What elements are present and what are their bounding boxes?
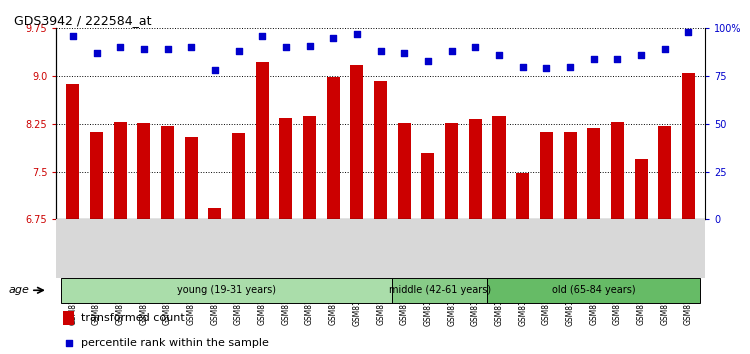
Text: percentile rank within the sample: percentile rank within the sample	[81, 338, 268, 348]
Point	[304, 43, 316, 48]
Point	[422, 58, 434, 64]
Point	[375, 48, 387, 54]
Point	[91, 50, 103, 56]
Bar	[398, 123, 411, 219]
Point	[611, 56, 623, 62]
Text: transformed count: transformed count	[81, 313, 184, 323]
Point	[540, 65, 552, 71]
Point	[470, 45, 482, 50]
Bar	[63, 312, 74, 325]
FancyBboxPatch shape	[488, 278, 700, 303]
Bar	[374, 81, 387, 219]
Point	[114, 45, 126, 50]
Point	[398, 50, 410, 56]
Bar	[209, 208, 221, 219]
Point	[138, 46, 150, 52]
Bar	[563, 132, 577, 219]
Text: age: age	[8, 285, 29, 295]
Bar	[611, 122, 624, 219]
Bar	[422, 153, 434, 219]
Point	[682, 29, 694, 35]
Text: GDS3942 / 222584_at: GDS3942 / 222584_at	[14, 14, 152, 27]
Bar	[469, 119, 482, 219]
Bar	[446, 123, 458, 219]
Bar	[350, 65, 364, 219]
Text: young (19-31 years): young (19-31 years)	[177, 285, 276, 295]
Point	[658, 46, 670, 52]
Bar	[161, 126, 174, 219]
Point	[446, 48, 458, 54]
Point	[67, 33, 79, 39]
Bar	[658, 126, 671, 219]
Bar	[90, 132, 103, 219]
Bar	[232, 133, 245, 219]
Point	[209, 68, 221, 73]
Point	[517, 64, 529, 69]
Point	[327, 35, 339, 41]
Point	[493, 52, 505, 58]
Point	[232, 48, 244, 54]
Bar	[516, 173, 530, 219]
Bar	[587, 129, 600, 219]
Point	[635, 52, 647, 58]
Bar	[256, 62, 268, 219]
Point	[351, 31, 363, 37]
Bar	[327, 77, 340, 219]
FancyBboxPatch shape	[392, 278, 488, 303]
Bar	[682, 73, 695, 219]
Bar	[280, 118, 292, 219]
Point	[564, 64, 576, 69]
Bar	[493, 116, 506, 219]
Bar	[184, 137, 198, 219]
Point	[588, 56, 600, 62]
Point	[280, 45, 292, 50]
FancyBboxPatch shape	[61, 278, 392, 303]
Bar	[114, 122, 127, 219]
Point	[62, 340, 74, 346]
Bar	[66, 84, 80, 219]
Text: middle (42-61 years): middle (42-61 years)	[388, 285, 491, 295]
Point	[161, 46, 173, 52]
Bar	[540, 132, 553, 219]
Point	[256, 33, 268, 39]
Bar	[137, 122, 150, 219]
Bar	[303, 116, 316, 219]
Bar	[634, 159, 647, 219]
Point	[185, 45, 197, 50]
Text: old (65-84 years): old (65-84 years)	[552, 285, 635, 295]
